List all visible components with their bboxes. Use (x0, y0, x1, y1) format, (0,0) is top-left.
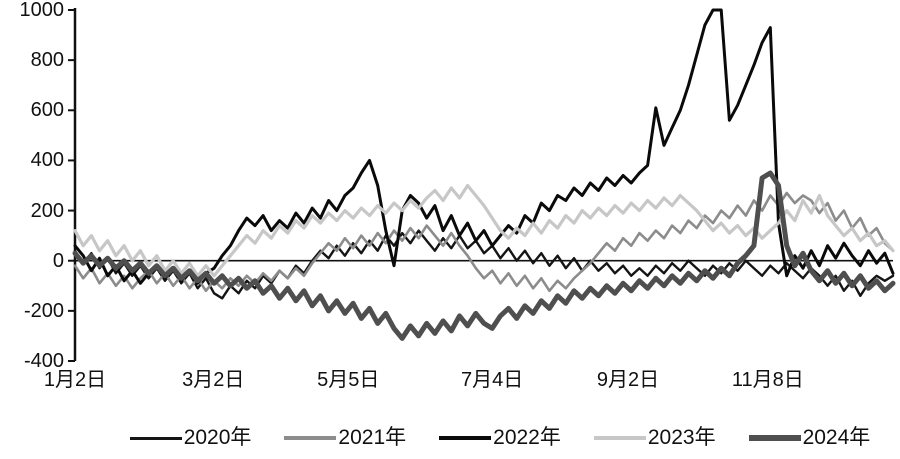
y-tick-label: 200 (30, 199, 64, 222)
legend-item-2023: 2023年 (593, 425, 716, 451)
legend-label: 2023年 (647, 426, 716, 449)
legend-item-2021: 2021年 (284, 425, 406, 451)
legend-line-swatch (284, 436, 337, 440)
legend-item-2020: 2020年 (129, 425, 252, 451)
x-tick-label: 11月8日 (731, 369, 804, 391)
y-tick-label: 1000 (19, 0, 65, 21)
y-tick-label: 0 (52, 249, 64, 272)
legend-label: 2021年 (338, 426, 407, 449)
legend-line-swatch (129, 436, 182, 440)
x-tick-label: 7月4日 (461, 369, 524, 391)
y-tick-label: 400 (30, 149, 64, 172)
x-tick-label: 1月2日 (43, 369, 107, 391)
x-tick-label: 3月2日 (182, 369, 245, 391)
y-tick-label: 600 (30, 99, 64, 122)
x-tick-label: 5月5日 (317, 369, 380, 391)
y-tick-label: -200 (23, 299, 64, 322)
x-tick-label: 9月2日 (596, 369, 660, 391)
y-tick-label: 800 (30, 49, 64, 72)
y-tick-label: -400 (23, 350, 64, 372)
legend-label: 2020年 (183, 426, 252, 449)
legend-line-swatch (439, 436, 492, 440)
legend-item-2024: 2024年 (748, 425, 871, 451)
legend-label: 2022年 (493, 426, 561, 449)
legend-item-2022: 2022年 (439, 425, 561, 451)
legend-line-swatch (748, 435, 801, 441)
legend: 2020年 2021年 2022年 2023年 2024年 (0, 425, 900, 451)
legend-line-swatch (593, 436, 646, 440)
legend-label: 2024年 (802, 426, 871, 449)
